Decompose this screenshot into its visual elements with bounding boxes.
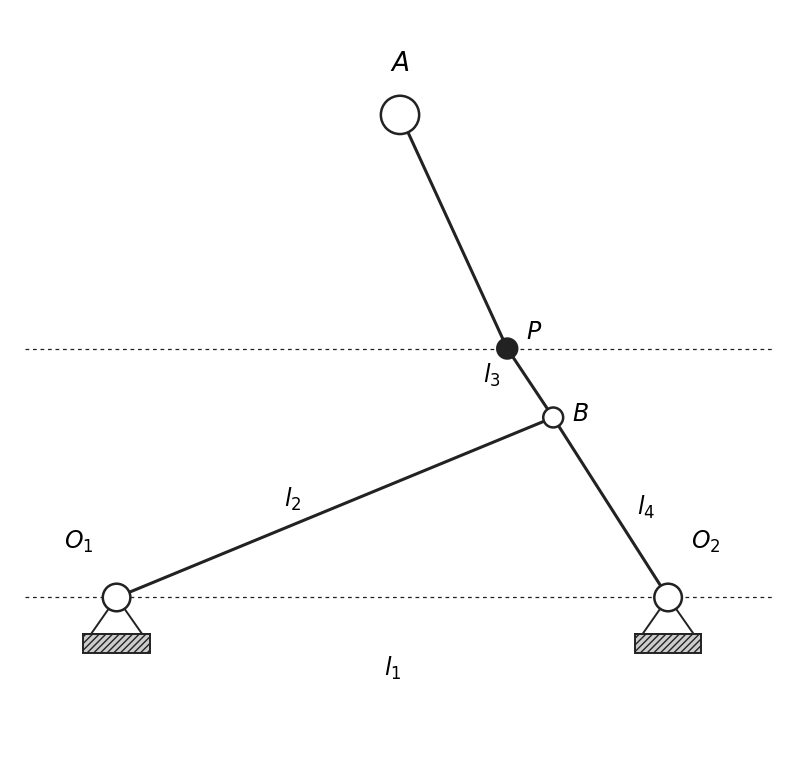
Text: $P$: $P$ [526,319,542,344]
Text: $O_2$: $O_2$ [691,529,721,555]
Polygon shape [635,634,701,653]
Text: $l_3$: $l_3$ [483,362,501,389]
Text: $l_2$: $l_2$ [284,486,302,513]
Circle shape [543,408,563,427]
Text: $B$: $B$ [572,401,589,426]
Text: $A$: $A$ [390,51,410,77]
Polygon shape [83,634,150,653]
Circle shape [654,584,682,611]
Circle shape [102,584,130,611]
Text: $O_1$: $O_1$ [64,529,94,555]
Text: $l_1$: $l_1$ [384,655,401,683]
Circle shape [498,339,517,358]
Circle shape [381,96,419,134]
Text: $l_4$: $l_4$ [638,494,655,521]
